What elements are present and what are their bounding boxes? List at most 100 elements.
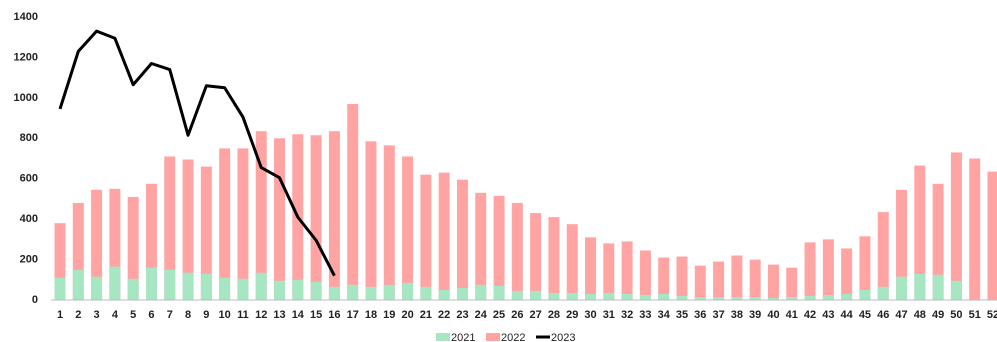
x-tick-label: 27	[530, 309, 542, 321]
bar	[328, 131, 340, 300]
x-tick-label: 3	[94, 309, 100, 321]
bar	[493, 195, 505, 300]
legend-label: 2023	[551, 332, 575, 342]
x-tick-label: 36	[694, 309, 706, 321]
bar	[420, 286, 432, 300]
x-tick-label: 38	[731, 309, 743, 321]
bar	[914, 273, 926, 300]
bar	[402, 282, 414, 300]
line	[58, 29, 336, 277]
bar	[438, 172, 450, 300]
bar	[219, 277, 231, 300]
x-tick-label: 26	[511, 309, 523, 321]
x-tick-label: 40	[767, 309, 779, 321]
bar	[896, 189, 908, 300]
bar	[859, 289, 871, 300]
bar	[621, 241, 633, 300]
x-tick-label: 28	[548, 309, 560, 321]
bar	[749, 259, 761, 300]
bar	[274, 138, 286, 300]
x-tick-label: 21	[420, 309, 432, 321]
x-tick-label: 2	[75, 309, 81, 321]
x-tick-label: 32	[621, 309, 633, 321]
bar	[548, 217, 560, 300]
bar	[786, 267, 798, 300]
bar	[456, 287, 468, 300]
x-tick-label: 16	[328, 309, 340, 321]
bar	[566, 224, 578, 300]
bar	[347, 284, 359, 300]
bar	[639, 250, 651, 300]
bar	[365, 141, 377, 300]
x-tick-label: 19	[383, 309, 395, 321]
bar	[274, 280, 286, 300]
bar	[932, 183, 944, 300]
bar	[639, 294, 651, 300]
bar	[72, 269, 84, 300]
bar	[841, 293, 853, 300]
bar	[182, 159, 194, 300]
y-tick-label: 800	[20, 132, 38, 144]
legend-label: 2021	[451, 332, 475, 342]
x-tick-label: 29	[566, 309, 578, 321]
bar	[676, 295, 688, 300]
bar	[822, 239, 834, 300]
bar	[365, 286, 377, 300]
bar	[822, 294, 834, 300]
x-tick-label: 49	[932, 309, 944, 321]
bar	[585, 293, 597, 300]
bar	[676, 256, 688, 300]
x-tick-label: 23	[456, 309, 468, 321]
bar	[859, 236, 871, 300]
bar	[145, 267, 157, 300]
x-tick-label: 41	[786, 309, 798, 321]
bar	[950, 152, 962, 300]
bar	[530, 213, 542, 300]
bar	[54, 277, 66, 300]
x-tick-label: 14	[292, 309, 305, 321]
x-tick-label: 17	[347, 309, 359, 321]
bar	[328, 286, 340, 300]
legend-swatch	[486, 333, 500, 341]
bar	[310, 135, 322, 300]
bar	[804, 295, 816, 300]
bar	[200, 273, 212, 300]
bar	[347, 103, 359, 301]
bar	[310, 281, 322, 300]
x-tick-label: 37	[712, 309, 724, 321]
bar	[658, 257, 670, 300]
bar	[731, 296, 743, 300]
bar	[109, 188, 121, 300]
bar	[896, 276, 908, 300]
bar	[127, 278, 139, 300]
bar	[804, 242, 816, 300]
bar	[841, 248, 853, 300]
bar	[987, 171, 997, 300]
y-tick-label: 1000	[14, 92, 38, 104]
bar	[237, 148, 249, 300]
bar	[383, 284, 395, 300]
bar	[420, 174, 432, 300]
x-tick-label: 34	[658, 309, 671, 321]
bar	[255, 131, 267, 300]
bar	[877, 286, 889, 300]
x-tick-label: 1	[57, 309, 63, 321]
bar	[438, 289, 450, 300]
bar	[932, 274, 944, 300]
bar	[566, 292, 578, 300]
x-tick-label: 45	[859, 309, 871, 321]
bar	[237, 278, 249, 300]
x-tick-label: 33	[639, 309, 651, 321]
y-tick-label: 1200	[14, 51, 38, 63]
bar	[694, 296, 706, 300]
x-tick-label: 15	[310, 309, 322, 321]
x-tick-label: 31	[603, 309, 615, 321]
bar	[475, 284, 487, 300]
x-tick-label: 5	[130, 309, 136, 321]
bar	[877, 212, 889, 300]
bar	[511, 290, 523, 300]
bar	[511, 202, 523, 300]
x-tick-label: 25	[493, 309, 505, 321]
